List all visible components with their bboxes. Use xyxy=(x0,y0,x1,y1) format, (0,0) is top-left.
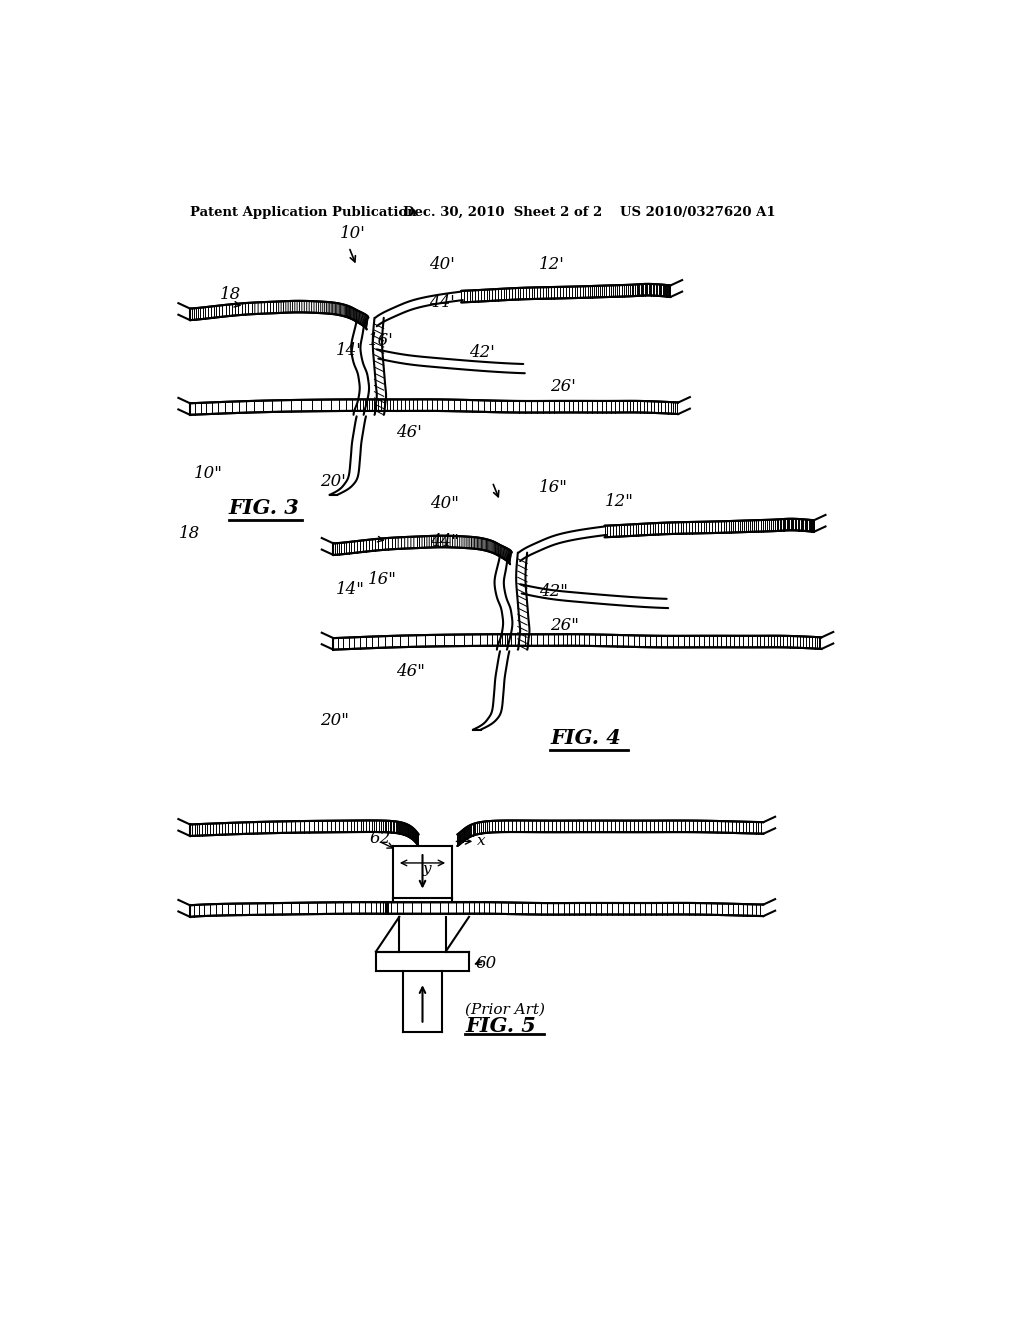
Text: y: y xyxy=(423,862,431,876)
Polygon shape xyxy=(458,821,764,846)
Text: 46": 46" xyxy=(396,664,425,681)
Text: 40': 40' xyxy=(429,256,455,272)
Text: FIG. 4: FIG. 4 xyxy=(550,727,622,747)
Text: 42": 42" xyxy=(539,583,567,601)
Text: 10': 10' xyxy=(340,226,366,243)
Text: x: x xyxy=(477,834,485,849)
Text: 62: 62 xyxy=(370,830,391,847)
Text: 10": 10" xyxy=(194,465,223,482)
Polygon shape xyxy=(190,902,764,917)
Text: Dec. 30, 2010  Sheet 2 of 2: Dec. 30, 2010 Sheet 2 of 2 xyxy=(403,206,602,219)
Text: 16": 16" xyxy=(539,479,567,496)
Text: 44': 44' xyxy=(429,294,455,312)
Text: 26': 26' xyxy=(550,378,577,395)
Text: 12': 12' xyxy=(539,256,564,272)
Polygon shape xyxy=(334,634,821,649)
Text: FIG. 3: FIG. 3 xyxy=(228,498,299,519)
Text: 20': 20' xyxy=(321,473,346,490)
Text: 16": 16" xyxy=(368,572,396,589)
Text: Patent Application Publication: Patent Application Publication xyxy=(190,206,417,219)
Polygon shape xyxy=(604,519,814,537)
Text: FIG. 5: FIG. 5 xyxy=(465,1016,536,1036)
Text: 20": 20" xyxy=(321,711,349,729)
Text: 18: 18 xyxy=(178,525,200,543)
Text: 26": 26" xyxy=(550,618,580,635)
Text: 12": 12" xyxy=(604,492,634,510)
Text: US 2010/0327620 A1: US 2010/0327620 A1 xyxy=(621,206,776,219)
Text: 46': 46' xyxy=(396,424,422,441)
Text: 60: 60 xyxy=(475,954,497,972)
Text: 44": 44" xyxy=(430,533,459,550)
Text: 18: 18 xyxy=(219,285,241,302)
Text: 14': 14' xyxy=(336,342,361,359)
Text: 42': 42' xyxy=(469,345,495,362)
Polygon shape xyxy=(334,536,512,564)
Text: 40": 40" xyxy=(430,495,459,512)
Polygon shape xyxy=(461,284,671,302)
Polygon shape xyxy=(190,821,419,846)
Text: (Prior Art): (Prior Art) xyxy=(465,1002,545,1016)
Polygon shape xyxy=(190,301,369,330)
Text: 16': 16' xyxy=(368,331,393,348)
Text: 14": 14" xyxy=(336,581,365,598)
Polygon shape xyxy=(190,400,678,414)
